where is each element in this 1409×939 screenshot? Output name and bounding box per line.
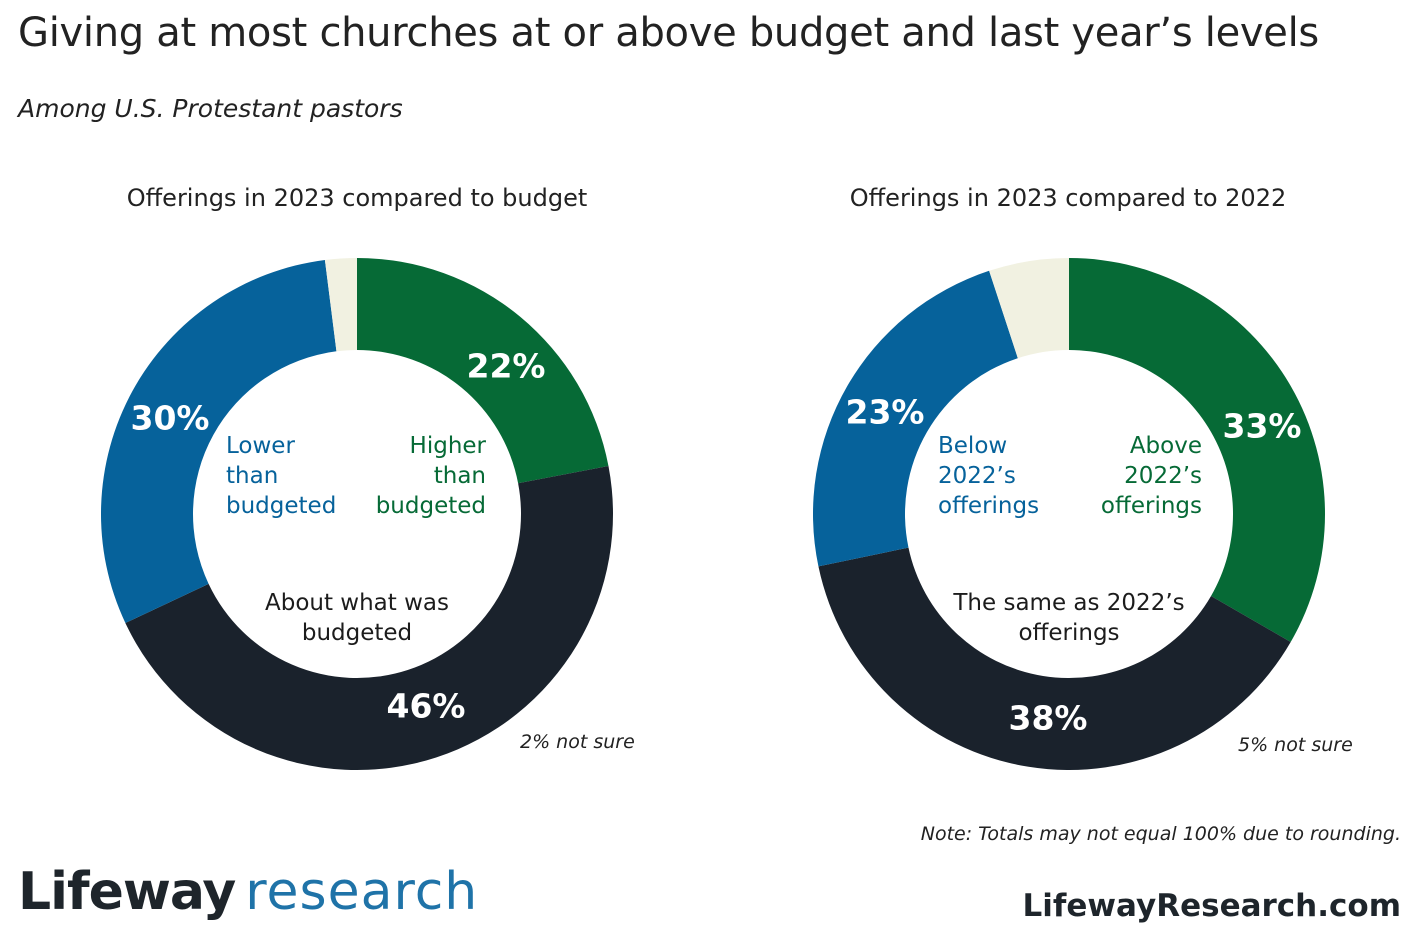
donut-slice-2022-higher: [1069, 258, 1325, 642]
inner-label-2022-lower: Below 2022’s offerings: [938, 433, 1039, 519]
donut-slice-budget-about: [125, 466, 614, 770]
inner-label-2022-higher: Above 2022’s offerings: [1101, 433, 1202, 519]
donut-slice-budget-higher: [357, 258, 609, 484]
value-label-2022-about: 38%: [1009, 699, 1088, 738]
footnote: Note: Totals may not equal 100% due to r…: [920, 823, 1401, 845]
value-label-2022-higher: 33%: [1223, 407, 1302, 446]
not-sure-label-budget: 2% not sure: [520, 731, 635, 753]
inner-label-budget-lower: Lower than budgeted: [226, 433, 336, 519]
donut-slice-2022-not-sure: [989, 258, 1069, 359]
brand-logo-part1: Lifeway: [18, 862, 236, 922]
inner-label-2022-same: The same as 2022’s offerings: [952, 590, 1184, 646]
brand-logo: Lifeway research: [18, 862, 478, 922]
donut-slice-2022-lower: [813, 270, 1018, 567]
brand-logo-part2: research: [245, 862, 479, 922]
value-label-budget-about: 46%: [387, 687, 466, 726]
chart-title-2022: Offerings in 2023 compared to 2022: [849, 184, 1287, 212]
value-label-2022-lower: 23%: [846, 393, 925, 432]
chart-title-budget: Offerings in 2023 compared to budget: [126, 184, 588, 212]
donut-slice-budget-not-sure: [324, 258, 357, 352]
not-sure-label-2022: 5% not sure: [1238, 734, 1353, 756]
inner-label-budget-higher: Higher than budgeted: [376, 433, 487, 519]
donut-slice-2022-about: [818, 547, 1291, 770]
website-url: LifewayResearch.com: [1022, 888, 1401, 924]
inner-label-budget-same: About what was budgeted: [265, 590, 449, 646]
page-subtitle: Among U.S. Protestant pastors: [18, 94, 403, 123]
donut-slice-budget-lower: [100, 260, 337, 623]
page-title: Giving at most churches at or above budg…: [18, 10, 1319, 56]
value-label-budget-lower: 30%: [131, 399, 210, 438]
value-label-budget-higher: 22%: [467, 347, 546, 386]
